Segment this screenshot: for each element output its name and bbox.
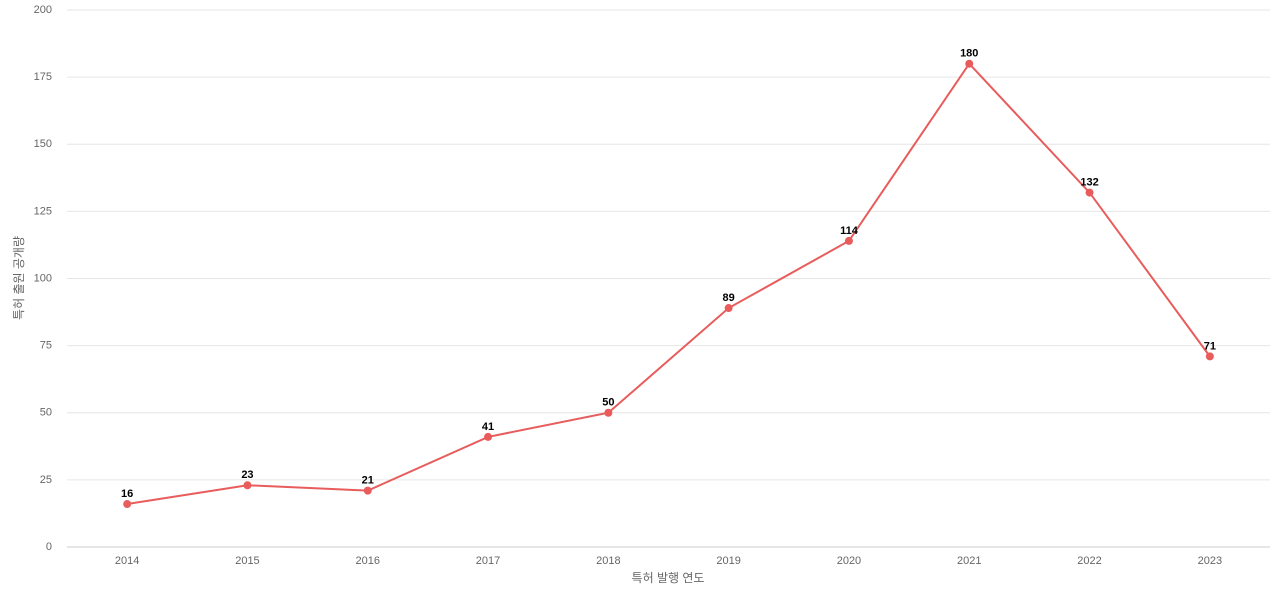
- data-label: 41: [482, 421, 494, 433]
- x-tick-label: 2017: [476, 555, 500, 567]
- point: [123, 500, 132, 509]
- y-tick-label: 0: [46, 541, 52, 553]
- y-tick-label: 25: [40, 474, 52, 486]
- x-tick-label: 2022: [1077, 555, 1101, 567]
- point: [484, 432, 493, 441]
- y-tick-label: 200: [34, 4, 52, 16]
- data-label: 71: [1204, 340, 1216, 352]
- point: [844, 236, 853, 245]
- x-tick-label: 2021: [957, 555, 981, 567]
- x-tick-label: 2018: [596, 555, 620, 567]
- y-tick-label: 75: [40, 340, 52, 352]
- data-label: 114: [840, 225, 859, 237]
- x-tick-label: 2020: [837, 555, 861, 567]
- data-label: 23: [241, 469, 253, 481]
- point: [363, 486, 372, 495]
- data-label: 180: [960, 48, 978, 60]
- y-tick-label: 150: [34, 138, 52, 150]
- data-label: 16: [121, 488, 133, 500]
- y-axis-title: 특허 출원 공개량: [12, 236, 26, 320]
- y-tick-label: 100: [34, 272, 52, 284]
- point: [243, 481, 252, 490]
- y-tick-label: 175: [34, 71, 52, 83]
- data-label: 21: [362, 475, 374, 487]
- x-tick-label: 2019: [716, 555, 740, 567]
- x-axis-title: 특허 발행 연도: [632, 570, 705, 585]
- point: [1085, 188, 1094, 197]
- point: [724, 304, 733, 313]
- data-label: 132: [1080, 176, 1098, 188]
- y-tick-label: 50: [40, 407, 52, 419]
- y-tick-label: 125: [34, 205, 52, 217]
- x-tick-label: 2023: [1198, 555, 1222, 567]
- point: [604, 408, 613, 417]
- x-tick-label: 2015: [235, 555, 259, 567]
- point: [1205, 352, 1214, 361]
- point: [965, 59, 974, 68]
- x-tick-label: 2016: [356, 555, 380, 567]
- data-label: 89: [723, 292, 735, 304]
- x-tick-label: 2014: [115, 555, 139, 567]
- data-label: 50: [602, 397, 614, 409]
- line: [126, 62, 1211, 506]
